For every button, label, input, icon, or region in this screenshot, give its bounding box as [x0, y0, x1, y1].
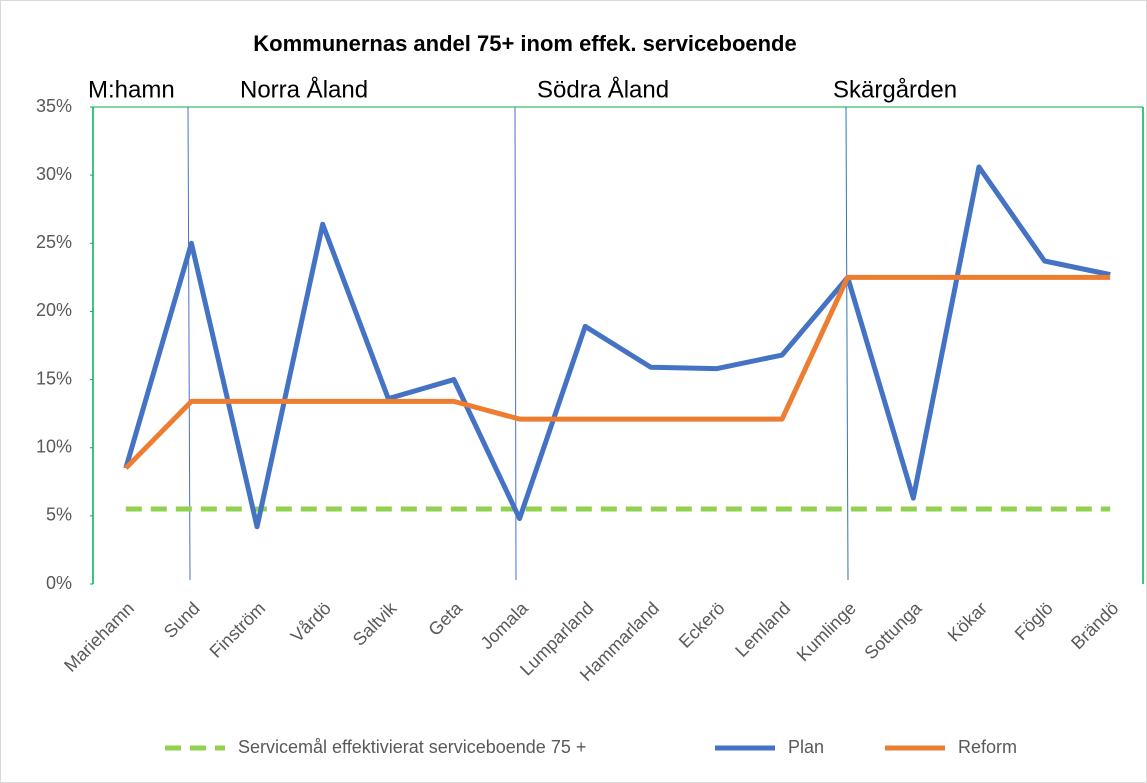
- legend-label: Plan: [788, 737, 824, 757]
- region-divider: [514, 106, 517, 581]
- region-label: Södra Åland: [537, 75, 669, 103]
- region-divider: [845, 106, 849, 581]
- y-tick-label: 35%: [36, 96, 72, 116]
- y-tick-label: 5%: [46, 505, 72, 525]
- series-line: [124, 274, 1111, 470]
- y-tick-label: 30%: [36, 164, 72, 184]
- region-label: Norra Åland: [240, 75, 368, 103]
- series-line: [123, 164, 1111, 530]
- y-tick-label: 10%: [36, 436, 72, 456]
- region-label: M:hamn: [88, 76, 175, 103]
- y-tick-label: 25%: [36, 232, 72, 252]
- y-tick-label: 15%: [36, 368, 72, 388]
- legend-label: Servicemål effektivierat serviceboende 7…: [238, 737, 586, 757]
- region-label: Skärgården: [833, 76, 957, 103]
- y-tick-label: 0%: [46, 573, 72, 593]
- legend-label: Reform: [958, 737, 1017, 757]
- region-divider: [187, 106, 191, 581]
- chart-title: Kommunernas andel 75+ inom effek. servic…: [253, 31, 796, 56]
- y-tick-label: 20%: [36, 300, 72, 320]
